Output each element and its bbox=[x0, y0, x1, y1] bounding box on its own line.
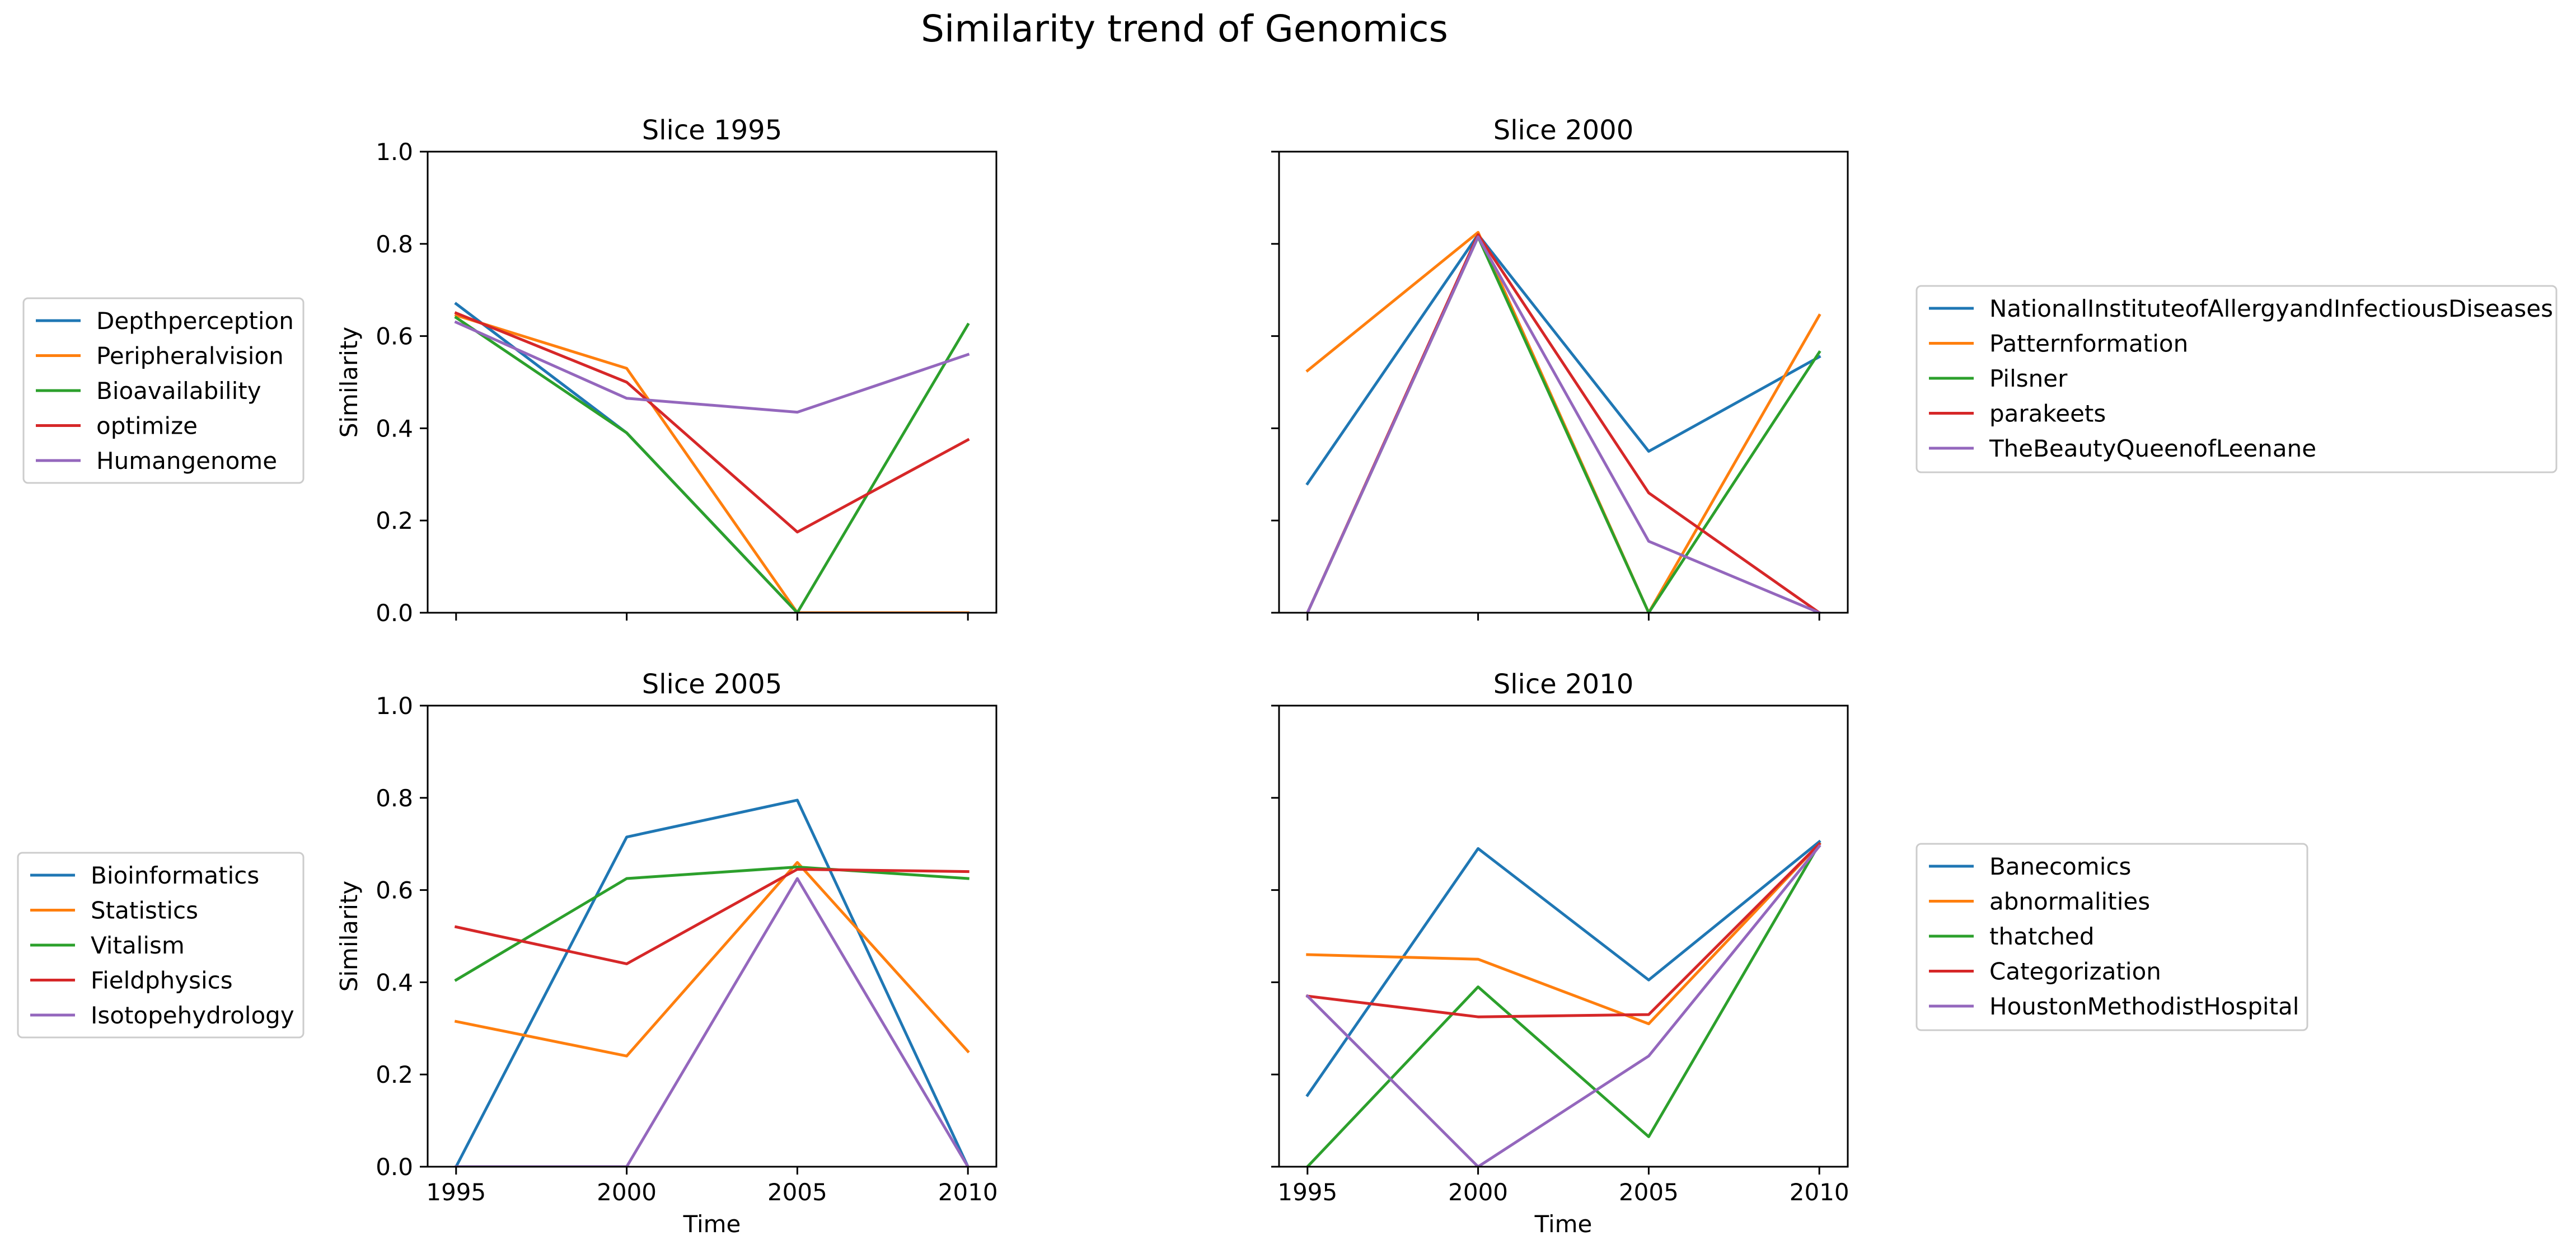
series-line bbox=[454, 865, 969, 982]
legend-label: Categorization bbox=[1989, 958, 2161, 985]
series-line bbox=[1305, 839, 1821, 1097]
series-line bbox=[1306, 235, 1821, 613]
legend-label: Vitalism bbox=[91, 932, 185, 959]
series-line bbox=[1306, 842, 1821, 1018]
legend-label: parakeets bbox=[1989, 400, 2106, 428]
x-tick-label: 2000 bbox=[1448, 1178, 1508, 1206]
y-tick-label: 0.0 bbox=[376, 599, 413, 627]
y-tick-label: 1.0 bbox=[376, 138, 413, 166]
y-tick-label: 0.2 bbox=[376, 1061, 413, 1088]
y-tick-label: 0.0 bbox=[376, 1153, 413, 1181]
subplot-title: Slice 2010 bbox=[1493, 669, 1633, 700]
x-tick-label: 2005 bbox=[1619, 1178, 1679, 1206]
series-line bbox=[454, 320, 970, 414]
figure-title: Similarity trend of Genomics bbox=[921, 7, 1448, 50]
chart-area: Slice 1995 0.0 0.2 0.4 0.6 0.8 1.0 Similarity De… bbox=[17, 115, 2558, 1238]
legend-label: optimize bbox=[96, 412, 198, 440]
legend-box bbox=[17, 852, 305, 1039]
legend-box bbox=[22, 297, 305, 484]
series-line bbox=[454, 316, 970, 613]
x-tick-label: 1995 bbox=[426, 1178, 486, 1206]
x-tick-label: 2010 bbox=[938, 1178, 998, 1206]
plot-frame bbox=[427, 705, 997, 1168]
y-axis-label: Similarity bbox=[335, 327, 363, 438]
x-tick-label: 2005 bbox=[767, 1178, 827, 1206]
legend-label: TheBeautyQueenofLeenane bbox=[1989, 435, 2316, 462]
series-line bbox=[454, 861, 970, 1058]
x-axis-label: Time bbox=[683, 1210, 741, 1238]
subplot-1: Slice 1995 0.0 0.2 0.4 0.6 0.8 1.0 Similarity De… bbox=[22, 115, 997, 627]
y-tick-label: 0.4 bbox=[376, 969, 413, 996]
series-line bbox=[454, 799, 969, 1167]
subplot-title: Slice 2000 bbox=[1493, 115, 1633, 146]
plot-frame bbox=[1278, 705, 1849, 1168]
y-tick-label: 0.2 bbox=[376, 507, 413, 534]
legend-label: abnormalities bbox=[1989, 888, 2150, 915]
legend-label: HoustonMethodistHospital bbox=[1989, 993, 2299, 1020]
series-line bbox=[1306, 842, 1821, 1026]
legend-label: Bioinformatics bbox=[91, 862, 259, 889]
legend-label: Banecomics bbox=[1989, 853, 2131, 880]
subplot-title: Slice 2005 bbox=[642, 669, 782, 700]
legend-label: NationalInstituteofAllergyandInfectiousD… bbox=[1989, 295, 2553, 322]
y-tick-label: 0.6 bbox=[376, 877, 413, 904]
legend: Banecomics abnormalities thatched Categoriz… bbox=[1915, 843, 2308, 1031]
legend-label: Isotopehydrology bbox=[91, 1002, 294, 1029]
legend-label: Humangenome bbox=[96, 447, 277, 475]
legend-label: Fieldphysics bbox=[91, 967, 233, 994]
legend-box bbox=[1915, 843, 2308, 1031]
series-line bbox=[1305, 233, 1821, 486]
legend: Depthperception Peripheralvision Bioavaila… bbox=[22, 297, 305, 484]
legend-label: Peripheralvision bbox=[96, 342, 284, 370]
y-tick-label: 0.6 bbox=[376, 323, 413, 350]
legend-label: Depthperception bbox=[96, 307, 294, 335]
y-axis-label: Similarity bbox=[335, 881, 363, 992]
legend-box bbox=[1915, 285, 2558, 473]
x-axis-label: Time bbox=[1534, 1210, 1593, 1238]
legend: Bioinformatics Statistics Vitalism Fieldphy… bbox=[17, 852, 305, 1039]
series-line bbox=[454, 313, 969, 613]
y-tick-label: 0.8 bbox=[376, 231, 413, 258]
subplot-3: Slice 2005 0.0 0.2 0.4 0.6 0.8 1.0 1995 2000 2005… bbox=[17, 669, 998, 1238]
series-lines bbox=[454, 302, 970, 613]
legend-label: Patternformation bbox=[1989, 330, 2188, 358]
series-lines bbox=[1305, 839, 1821, 1167]
legend-label: Bioavailability bbox=[96, 377, 261, 405]
series-lines bbox=[1305, 231, 1821, 613]
series-line bbox=[1306, 235, 1821, 613]
legend-label: Pilsner bbox=[1989, 365, 2068, 392]
plot-frame bbox=[1278, 151, 1849, 614]
y-tick-label: 1.0 bbox=[376, 692, 413, 720]
y-tick-label: 0.8 bbox=[376, 785, 413, 812]
legend-label: Statistics bbox=[91, 897, 198, 924]
x-tick-label: 1995 bbox=[1277, 1178, 1337, 1206]
series-line bbox=[1305, 842, 1821, 1167]
x-tick-label: 2010 bbox=[1790, 1178, 1849, 1206]
series-line bbox=[454, 311, 970, 534]
legend-label: thatched bbox=[1989, 923, 2095, 950]
subplot-2: Slice 2000 NationalInstituteofAllergyandI… bbox=[1271, 115, 2558, 621]
subplot-4: Slice 2010 1995 2000 2005 2010 Time Banecomics… bbox=[1271, 669, 2308, 1238]
subplot-title: Slice 1995 bbox=[642, 115, 782, 146]
series-line bbox=[1305, 844, 1821, 1167]
series-line bbox=[455, 877, 970, 1167]
x-tick-label: 2000 bbox=[597, 1178, 657, 1206]
legend: NationalInstituteofAllergyandInfectiousD… bbox=[1915, 285, 2558, 473]
y-tick-label: 0.4 bbox=[376, 415, 413, 442]
series-line bbox=[454, 868, 969, 965]
plot-frame bbox=[427, 151, 997, 614]
series-lines bbox=[454, 799, 970, 1167]
